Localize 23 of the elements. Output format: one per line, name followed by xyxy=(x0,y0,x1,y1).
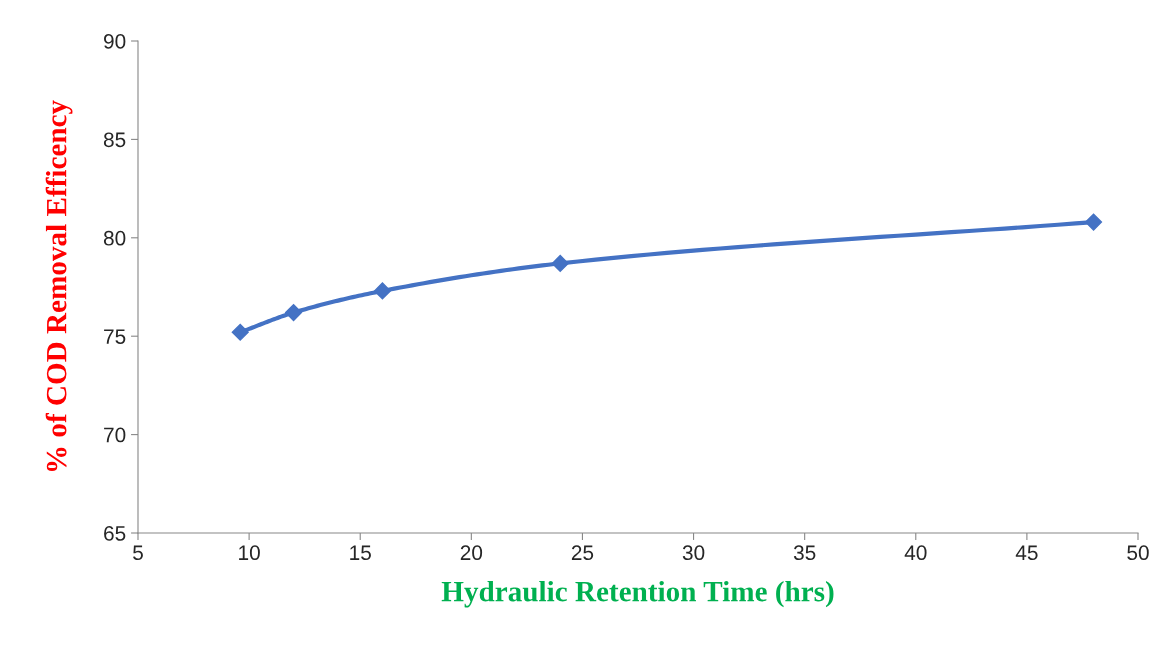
x-tick-label: 35 xyxy=(793,545,816,561)
y-tick-label: 90 xyxy=(104,34,126,49)
x-tick-label: 50 xyxy=(1127,545,1149,561)
x-tick-label: 10 xyxy=(239,545,260,561)
y-tick-label: 65 xyxy=(104,526,126,541)
y-tick-label: 85 xyxy=(103,132,126,148)
y-tick-label: 70 xyxy=(104,427,126,443)
x-tick-label: 20 xyxy=(460,545,483,561)
y-tick-label: 75 xyxy=(104,329,126,344)
x-tick-label: 25 xyxy=(571,545,594,561)
point xyxy=(285,304,303,322)
y-tick-label: 80 xyxy=(103,230,126,246)
x-tick-label: 40 xyxy=(904,545,927,561)
point xyxy=(551,254,569,272)
x-tick-label: 30 xyxy=(682,545,705,561)
point xyxy=(373,282,391,300)
y-axis-title: % of COD Removal Efficency xyxy=(45,100,73,472)
point xyxy=(231,323,249,341)
point xyxy=(1085,213,1103,231)
x-tick-label: 5 xyxy=(133,545,143,561)
x-tick-label: 15 xyxy=(350,545,371,561)
x-axis-title: Hydraulic Retention Time (hrs) xyxy=(441,580,834,608)
x-tick-label: 45 xyxy=(1015,545,1038,561)
